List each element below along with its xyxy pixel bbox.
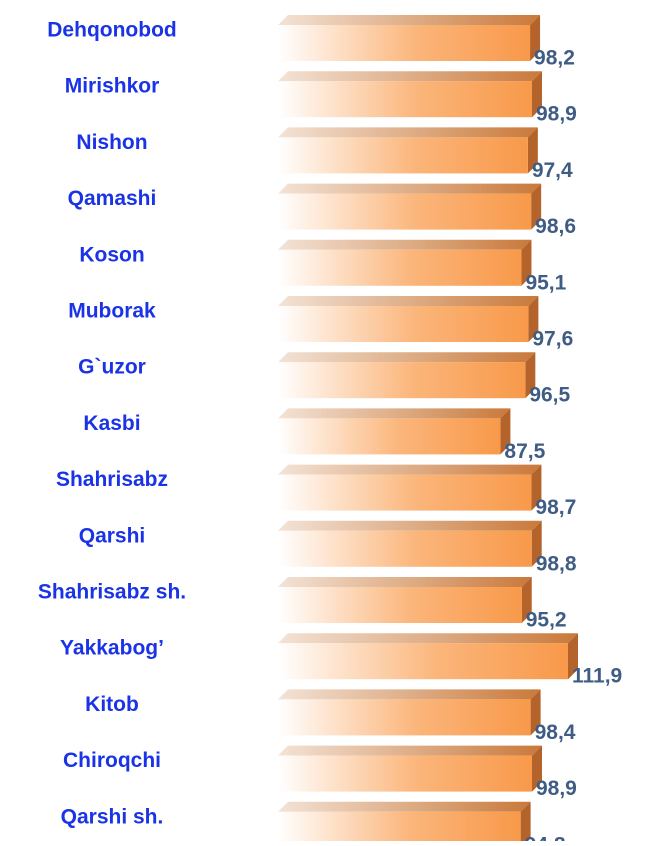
value-label: 98,8 xyxy=(536,552,577,575)
bar-top xyxy=(278,633,578,644)
value-label: 97,4 xyxy=(532,159,573,182)
bar-top xyxy=(278,745,542,756)
category-label: Muborak xyxy=(68,300,156,323)
bar xyxy=(278,239,532,286)
bar-front xyxy=(278,418,501,455)
bar-side xyxy=(531,71,542,118)
value-label: 95,2 xyxy=(526,609,567,632)
bar-top xyxy=(278,71,542,82)
bar-front xyxy=(278,699,531,736)
bar-side xyxy=(531,464,542,511)
bar xyxy=(278,633,578,680)
bar-front xyxy=(278,362,526,399)
bar-top xyxy=(278,577,532,587)
bar-side xyxy=(531,183,542,230)
bar xyxy=(278,15,541,61)
bar xyxy=(278,745,542,792)
category-label: Chiroqchi xyxy=(63,749,161,772)
value-label: 94,8 xyxy=(525,833,566,841)
category-label: Nishon xyxy=(76,131,147,154)
bar-side xyxy=(521,577,532,623)
category-label: Kasbi xyxy=(83,412,140,435)
bar xyxy=(278,520,542,567)
category-label: Qamashi xyxy=(68,187,157,210)
bar-top xyxy=(278,464,542,475)
bar-side xyxy=(530,689,541,736)
category-label: G`uzor xyxy=(78,356,146,379)
bar-side xyxy=(531,520,542,567)
bar-top xyxy=(278,239,532,250)
bar xyxy=(278,577,532,623)
bar-front xyxy=(278,755,532,792)
bar xyxy=(278,464,542,511)
category-label: Kitob xyxy=(85,693,139,716)
bar-top xyxy=(278,520,542,531)
category-label: Koson xyxy=(79,243,144,266)
bar-side xyxy=(500,408,511,455)
bar xyxy=(278,183,542,230)
category-label: Shahrisabz xyxy=(56,468,168,491)
bar-side xyxy=(521,239,532,286)
value-label: 98,9 xyxy=(536,777,577,800)
bar-front xyxy=(278,811,521,846)
bar-side xyxy=(520,801,531,846)
value-label: 98,2 xyxy=(534,47,575,70)
bar xyxy=(278,689,541,736)
category-label: Qarshi xyxy=(79,524,146,547)
bar xyxy=(278,408,511,455)
bar-side xyxy=(531,745,542,792)
bar-front xyxy=(278,249,522,286)
bar-front xyxy=(278,474,532,511)
value-label: 98,7 xyxy=(535,496,576,519)
bar-top xyxy=(278,801,531,812)
bar xyxy=(278,296,539,342)
bar-front xyxy=(278,530,532,567)
bar xyxy=(278,71,542,118)
value-label: 96,5 xyxy=(529,384,570,407)
bar-side xyxy=(528,296,539,342)
category-label: Qarshi sh. xyxy=(61,805,164,828)
bar-front xyxy=(278,587,522,623)
value-label: 97,6 xyxy=(532,328,573,351)
bar-front xyxy=(278,137,528,174)
category-label: Yakkabog’ xyxy=(60,637,164,660)
value-label: 98,9 xyxy=(536,103,577,126)
value-label: 111,9 xyxy=(572,665,622,688)
bar-top xyxy=(278,15,541,25)
value-label: 95,1 xyxy=(525,271,566,294)
category-label: Dehqonobod xyxy=(47,19,176,42)
bar-top xyxy=(278,296,539,306)
value-label: 98,6 xyxy=(535,215,576,238)
bar-top xyxy=(278,352,536,363)
bar xyxy=(278,352,536,399)
bar-front xyxy=(278,81,532,118)
bar-side xyxy=(568,633,578,680)
bar-top xyxy=(278,183,542,194)
bar-top xyxy=(278,689,541,700)
bar-side xyxy=(530,15,541,61)
category-label: Mirishkor xyxy=(65,75,160,98)
bar-top xyxy=(278,408,511,419)
bar-front xyxy=(278,306,529,342)
bar-front xyxy=(278,643,568,680)
category-label: Shahrisabz sh. xyxy=(38,581,186,604)
bar xyxy=(278,801,531,846)
bar-front xyxy=(278,193,532,230)
bar-side xyxy=(527,127,538,174)
bar xyxy=(278,127,538,174)
bar-top xyxy=(278,127,538,138)
value-label: 98,4 xyxy=(535,721,576,744)
bar-side xyxy=(525,352,536,399)
bar-front xyxy=(278,25,531,61)
value-label: 87,5 xyxy=(504,440,545,463)
